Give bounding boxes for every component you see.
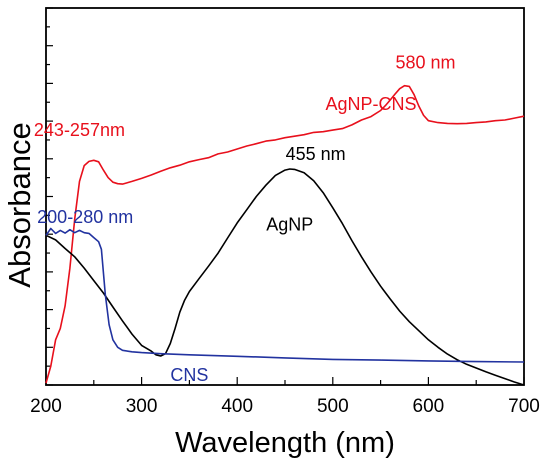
annotation-label: 580 nm xyxy=(396,52,456,72)
x-tick-label: 600 xyxy=(413,396,445,417)
x-tick-label: 500 xyxy=(317,396,349,417)
x-tick-label: 300 xyxy=(126,396,158,417)
series-layer xyxy=(45,84,525,386)
annotation-label: AgNP-CNS xyxy=(326,94,417,114)
annotation-label: 243-257nm xyxy=(34,120,125,140)
x-tick-label: 700 xyxy=(508,396,540,417)
annotation-label: 455 nm xyxy=(286,144,346,164)
annotation-label: CNS xyxy=(170,365,208,385)
x-axis-ticks: 200 300 400 500 600 700 xyxy=(30,377,540,417)
annotation-label: 200-280 nm xyxy=(37,207,133,227)
series-line-agnp xyxy=(45,168,525,386)
annotation-layer: 243-257nm 580 nm AgNP-CNS 455 nm AgNP 200-280… xyxy=(34,52,456,385)
series-line-cns xyxy=(45,227,525,363)
x-tick-label: 400 xyxy=(221,396,253,417)
series-line-agnp-cns xyxy=(45,84,525,384)
y-axis-ticks xyxy=(46,7,53,386)
x-tick-label: 200 xyxy=(30,396,62,417)
annotation-label: AgNP xyxy=(266,214,313,234)
x-axis-label: Wavelength (nm) xyxy=(175,427,395,459)
y-axis-label: Absorbance xyxy=(2,122,37,287)
